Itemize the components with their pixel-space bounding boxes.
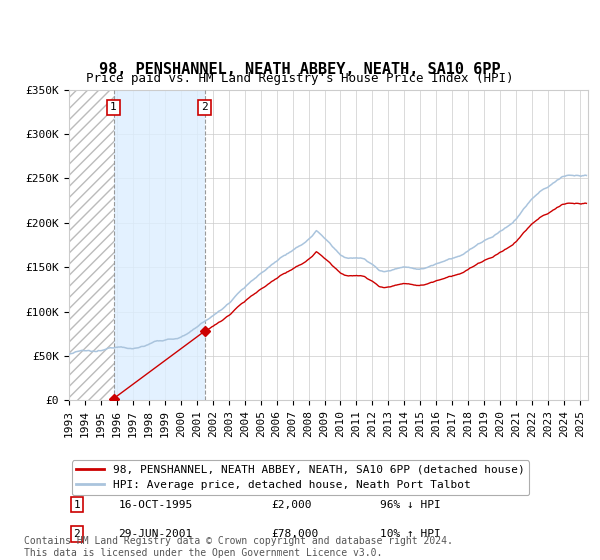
Text: 98, PENSHANNEL, NEATH ABBEY, NEATH, SA10 6PP: 98, PENSHANNEL, NEATH ABBEY, NEATH, SA10… — [99, 62, 501, 77]
Text: 29-JUN-2001: 29-JUN-2001 — [118, 529, 193, 539]
Text: Contains HM Land Registry data © Crown copyright and database right 2024.
This d: Contains HM Land Registry data © Crown c… — [24, 536, 453, 558]
Text: 2: 2 — [201, 102, 208, 113]
Text: 10% ↑ HPI: 10% ↑ HPI — [380, 529, 441, 539]
Text: Price paid vs. HM Land Registry's House Price Index (HPI): Price paid vs. HM Land Registry's House … — [86, 72, 514, 85]
Bar — [113, 90, 205, 400]
Text: 1: 1 — [73, 500, 80, 510]
Text: 16-OCT-1995: 16-OCT-1995 — [118, 500, 193, 510]
Bar — [69, 90, 113, 400]
Text: £78,000: £78,000 — [271, 529, 319, 539]
Text: 96% ↓ HPI: 96% ↓ HPI — [380, 500, 441, 510]
Text: 2: 2 — [73, 529, 80, 539]
Text: 1: 1 — [110, 102, 117, 113]
Legend: 98, PENSHANNEL, NEATH ABBEY, NEATH, SA10 6PP (detached house), HPI: Average pric: 98, PENSHANNEL, NEATH ABBEY, NEATH, SA10… — [72, 460, 529, 495]
Text: £2,000: £2,000 — [271, 500, 312, 510]
